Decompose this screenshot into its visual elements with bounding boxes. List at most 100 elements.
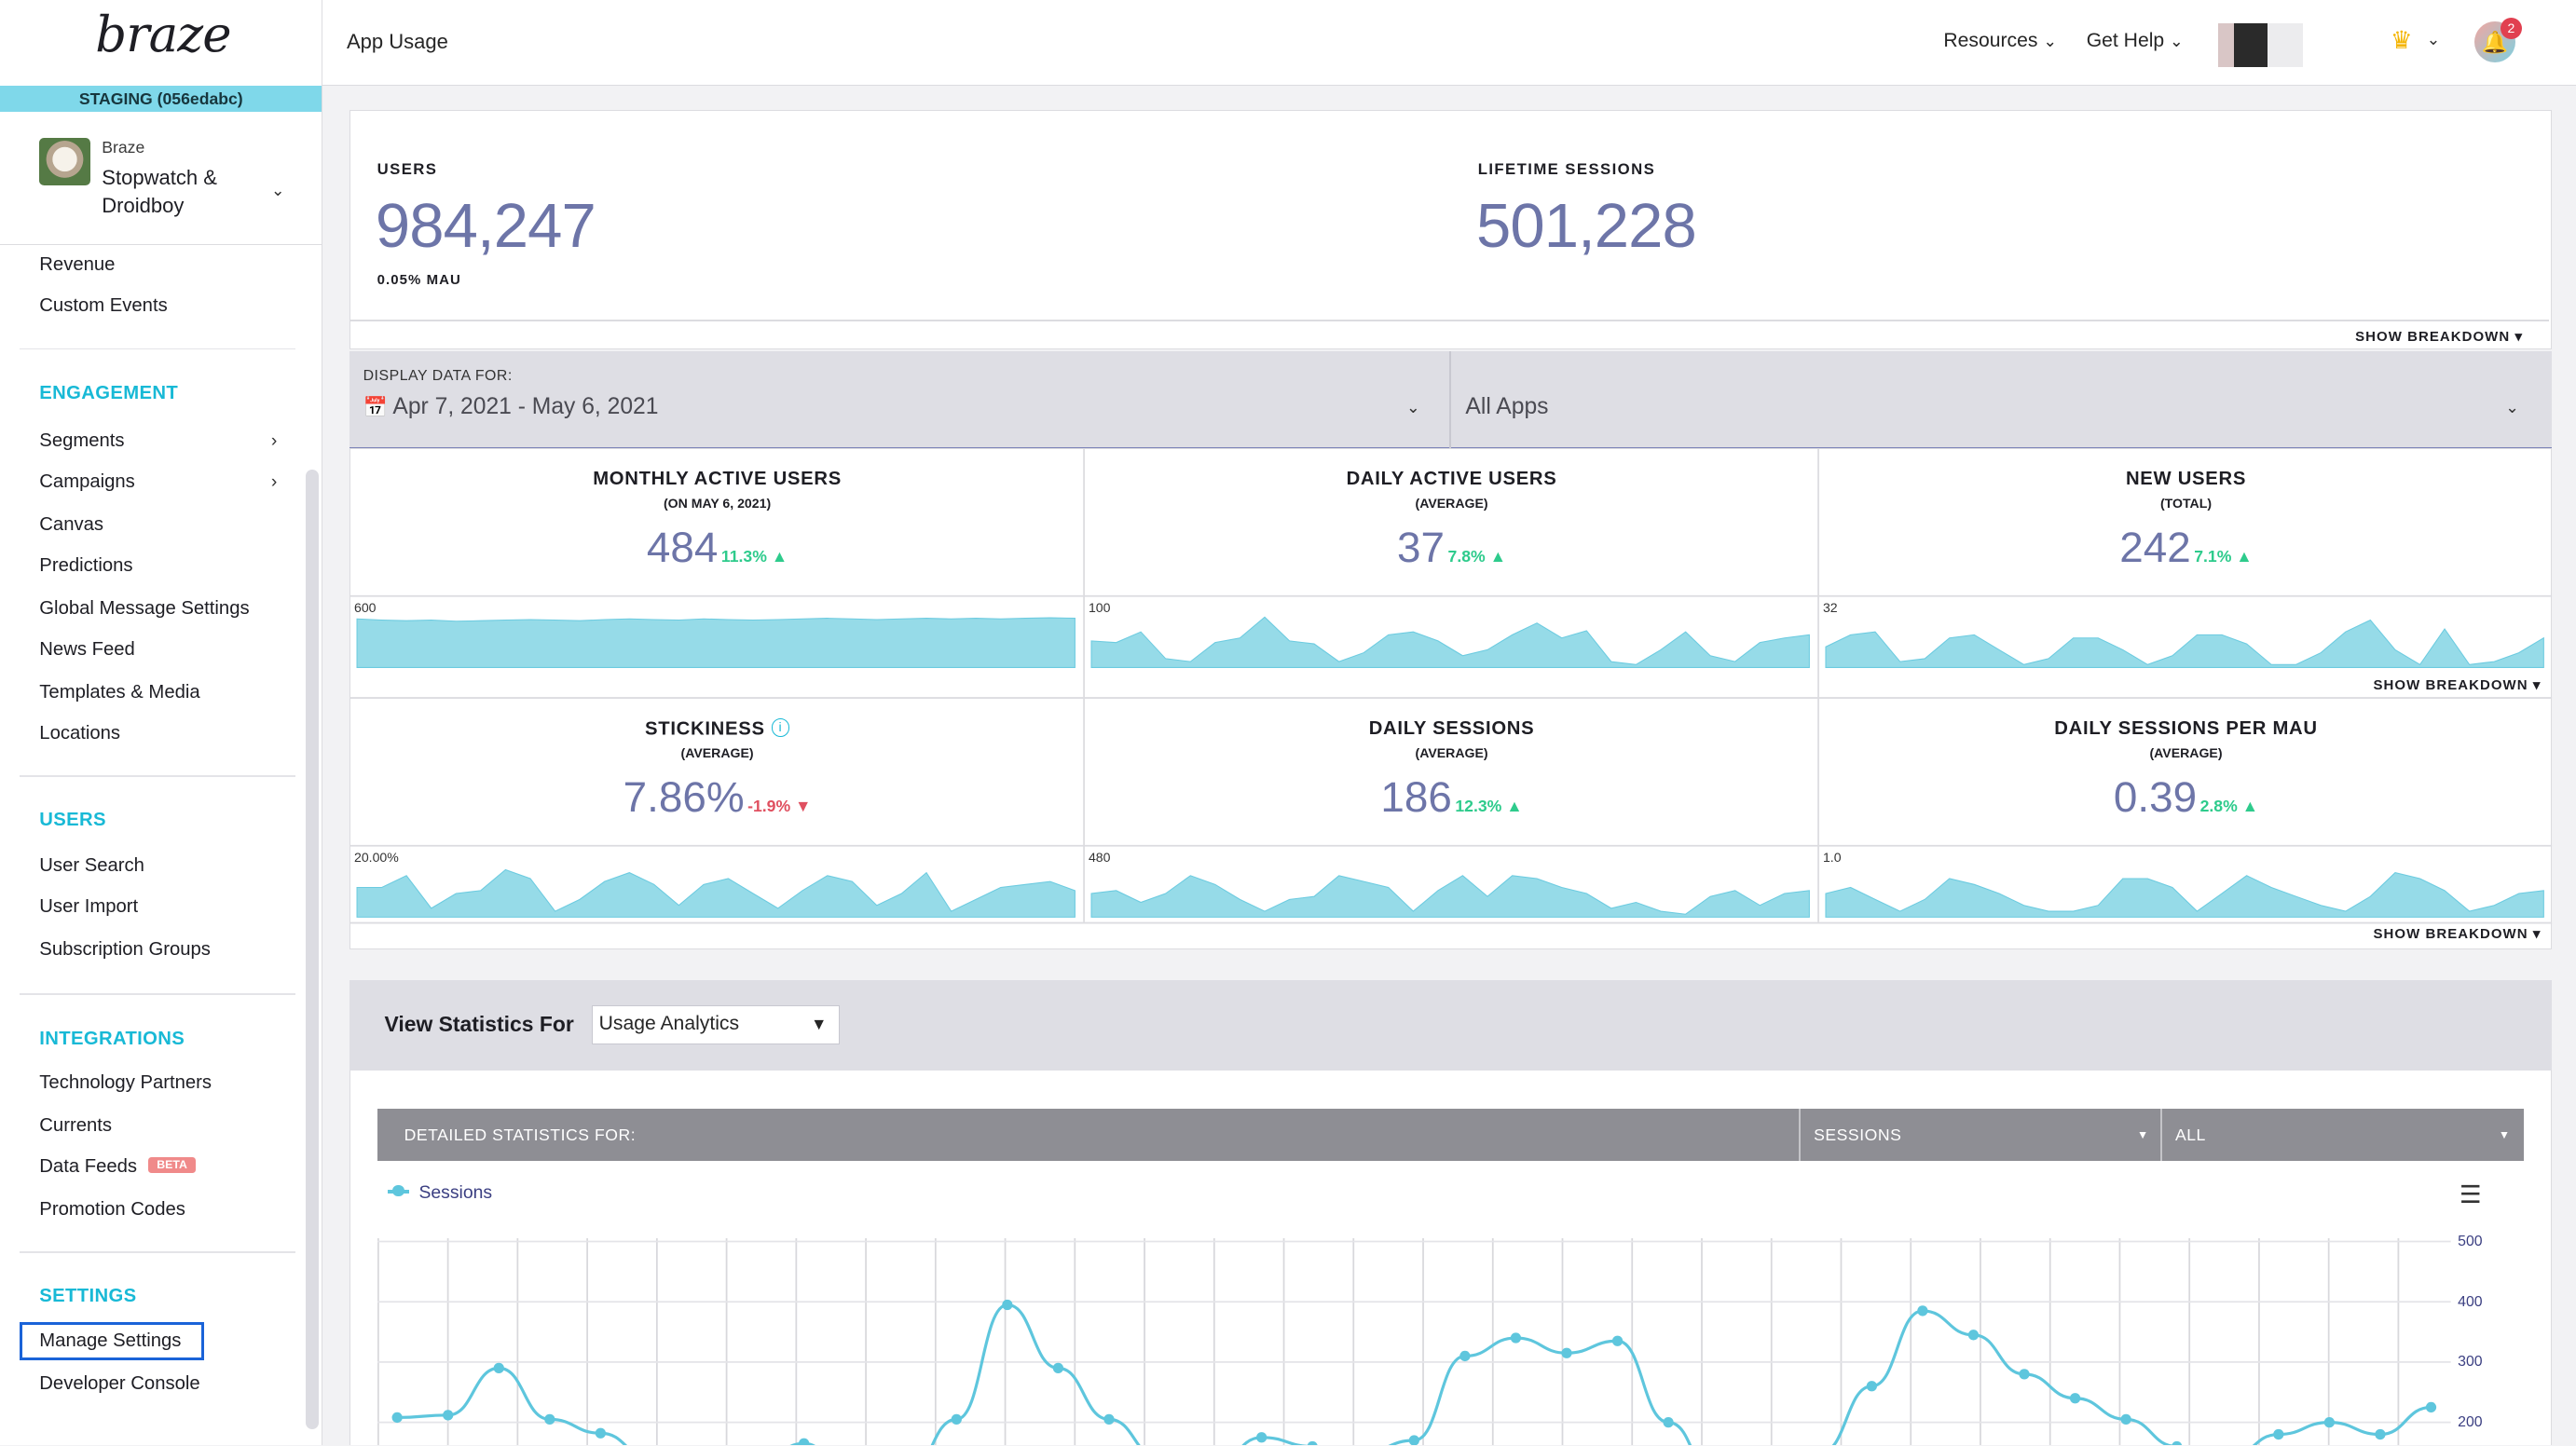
data-point[interactable] [1867,1381,1878,1392]
view-statistics-select[interactable]: Usage Analytics ▼ [591,1004,840,1045]
kpi-grid: MONTHLY ACTIVE USERS (ON MAY 6, 2021) 48… [349,448,2553,949]
chevron-right-icon[interactable]: › [270,430,278,451]
data-point[interactable] [1917,1305,1928,1316]
sidebar-item-currents[interactable]: Currents [39,1114,113,1136]
kpi-delta: 12.3% ▲ [1455,797,1522,815]
sidebar-item-custom-events[interactable]: Custom Events [39,295,168,317]
data-point[interactable] [1612,1335,1624,1347]
view-statistics-label: View Statistics For [384,1011,574,1036]
divider [1448,351,1451,449]
data-point[interactable] [2120,1413,2132,1426]
data-point[interactable] [2019,1369,2031,1380]
data-point[interactable] [1103,1413,1116,1426]
show-breakdown-button[interactable]: SHOW BREAKDOWN ▾ [2373,926,2542,943]
data-point[interactable] [1409,1435,1420,1446]
sidebar-item-templates-media[interactable]: Templates & Media [39,681,200,703]
bell-icon[interactable]: 🔔 [2473,20,2515,62]
kpi-delta-value: 2.8% [2199,796,2238,815]
arrow-up-icon: ▲ [1506,796,1523,815]
crown-icon[interactable]: ♛ [2390,26,2413,55]
caret-down-icon: ▼ [2137,1127,2149,1141]
environment-banner: STAGING (056edabc) [0,85,322,112]
apps-select[interactable]: All Apps [1465,394,1549,420]
show-breakdown-button[interactable]: SHOW BREAKDOWN ▾ [2373,676,2542,693]
data-point[interactable] [1053,1362,1064,1374]
data-point[interactable] [596,1427,607,1439]
sparkline-max: 100 [1088,600,1111,616]
data-point[interactable] [2324,1417,2336,1428]
chart-legend[interactable]: Sessions [388,1182,492,1204]
sidebar-item-canvas[interactable]: Canvas [39,513,104,535]
data-point[interactable] [952,1413,963,1426]
sidebar-item-user-import[interactable]: User Import [39,896,139,918]
sidebar-item-subscription-groups[interactable]: Subscription Groups [39,939,211,961]
data-point[interactable] [2426,1401,2437,1413]
sidebar-item-technology-partners[interactable]: Technology Partners [39,1072,212,1094]
sidebar-item-developer-console[interactable]: Developer Console [39,1372,200,1394]
data-point[interactable] [1511,1332,1522,1344]
chevron-down-icon[interactable]: ⌄ [1405,397,1420,416]
data-point[interactable] [1663,1417,1675,1428]
kpi-value: 484 [646,523,719,571]
resources-menu[interactable]: Resources ⌄ [1943,30,2057,52]
sidebar-item-revenue[interactable]: Revenue [39,254,116,276]
data-point[interactable] [1968,1330,1980,1341]
sparkline-max: 600 [353,600,377,616]
segment-select[interactable]: ALL ▼ [2175,1109,2520,1161]
show-breakdown-button[interactable]: SHOW BREAKDOWN ▾ [2355,328,2524,345]
metric-select[interactable]: SESSIONS ▼ [1814,1109,2158,1161]
kpi-delta-value: -1.9% [747,797,791,816]
filter-caption: DISPLAY DATA FOR: [363,367,513,384]
app-picker[interactable]: Braze Stopwatch & Droidboy ⌄ [0,125,322,245]
info-icon[interactable]: i [771,718,790,737]
sidebar-item-user-search[interactable]: User Search [39,855,144,877]
user-avatar[interactable] [2234,22,2268,68]
data-point[interactable] [799,1438,810,1446]
get-help-menu[interactable]: Get Help ⌄ [2087,30,2184,52]
chevron-down-icon[interactable]: ⌄ [2426,29,2441,48]
data-point[interactable] [494,1362,505,1374]
user-avatar[interactable] [2267,22,2304,68]
divider [350,319,2550,321]
data-point[interactable] [2172,1440,2183,1446]
data-point[interactable] [2070,1393,2081,1404]
braze-logo[interactable]: braze [95,7,231,64]
data-point[interactable] [391,1412,404,1424]
sidebar-item-campaigns[interactable]: Campaigns [39,471,135,492]
hamburger-menu-icon[interactable]: ☰ [2459,1180,2482,1209]
kpi-title: DAILY SESSIONS PER MAU [2054,718,2318,740]
app-name: Stopwatch & Droidboy [102,166,217,218]
sidebar-scrollbar[interactable] [305,470,319,1429]
lifetime-sessions-value: 501,228 [1475,190,1697,261]
get-help-label: Get Help [2086,29,2165,51]
data-point[interactable] [1561,1347,1573,1358]
kpi-delta: -1.9% ▼ [747,797,811,815]
sidebar-item-manage-settings[interactable]: Manage Settings [39,1330,182,1351]
date-range-picker[interactable]: 📅 Apr 7, 2021 - May 6, 2021 [363,394,659,420]
y-tick-label: 300 [2458,1353,2483,1370]
sidebar-item-promotion-codes[interactable]: Promotion Codes [39,1198,185,1220]
top-header: App Usage Resources ⌄ Get Help ⌄ ♛ ⌄ 🔔 2 [322,0,2576,86]
metric-value: SESSIONS [1814,1125,1902,1144]
chevron-down-icon[interactable]: ⌄ [270,180,285,199]
data-point[interactable] [1459,1350,1471,1362]
chevron-right-icon[interactable]: › [270,471,278,492]
sidebar-item-news-feed[interactable]: News Feed [39,638,135,660]
data-point[interactable] [1256,1432,1267,1443]
data-point[interactable] [544,1413,555,1426]
chevron-down-icon[interactable]: ⌄ [2505,397,2520,416]
detail-label: DETAILED STATISTICS FOR: [404,1125,637,1144]
data-point[interactable] [1002,1299,1013,1311]
user-avatar[interactable] [2217,22,2235,68]
sidebar-item-predictions[interactable]: Predictions [39,554,133,576]
sidebar-item-data-feeds[interactable]: Data Feeds BETA [39,1156,196,1178]
sidebar-item-locations[interactable]: Locations [39,722,121,743]
sidebar-item-segments[interactable]: Segments [39,430,125,451]
data-point[interactable] [2375,1429,2387,1440]
y-tick-label: 200 [2458,1413,2483,1430]
data-point[interactable] [443,1410,454,1421]
data-point[interactable] [1308,1440,1319,1446]
data-point[interactable] [2273,1429,2284,1440]
sidebar-item-global-message-settings[interactable]: Global Message Settings [39,597,250,619]
